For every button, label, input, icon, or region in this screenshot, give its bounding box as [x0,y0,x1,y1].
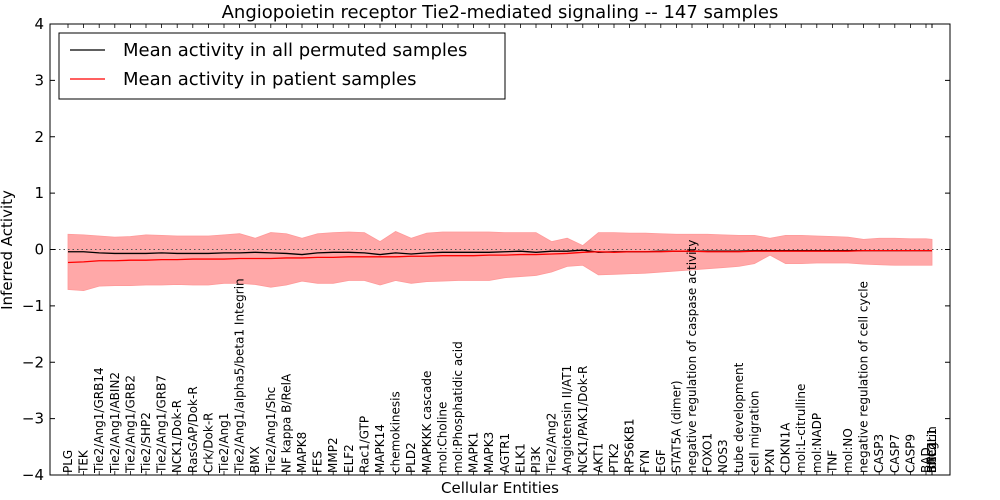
category-label: BAD [919,447,933,473]
category-label: MAPK8 [295,432,309,473]
category-label: MAPK14 [373,424,387,473]
legend-box [58,32,506,100]
category-label: SHC1 [925,440,939,473]
chart-title: Angiopoietin receptor Tie2-mediated sign… [222,2,779,23]
category-label: MAPKKK cascade [420,371,434,473]
category-label: NCK1/PAK1/Dok-R [576,366,590,473]
category-label: PXN [763,449,777,473]
category-label: AGTR1 [498,433,512,473]
legend-label-patient: Mean activity in patient samples [123,69,417,90]
category-label: BCL2L1 [925,428,939,473]
category-label: cell migration [747,391,761,473]
line-patient-mean [67,249,932,264]
category-label: EGF [654,449,668,473]
y-tick-label: −1 [22,297,44,315]
y-tick-label: 1 [34,184,44,202]
category-label: RPS6KB1 [623,418,637,473]
category-label: MAPK1 [467,432,481,473]
axis-ticks [50,23,950,476]
category-label: negative regulation of caspase activity [685,240,699,473]
category-label: MMP2 [326,437,340,473]
category-label: tube development [732,362,746,473]
y-axis-label: Inferred Activity [0,190,16,310]
patient-range-band [67,231,933,292]
y-tick-label: 0 [34,241,44,259]
category-label: NOS3 [716,439,730,473]
category-label: CASP3 [872,434,886,473]
y-tick-label: −2 [22,353,44,371]
category-label: Tie2/Ang1 [217,413,231,474]
category-label: RasGAP/Dok-R [186,386,200,473]
category-label: TNF [825,450,839,474]
category-label: mol:L-citrulline [794,384,808,473]
category-label: BMX [248,446,262,473]
category-label: FES [311,451,325,473]
y-tick-labels: 4 3 2 1 0 −1 −2 −3 −4 [22,15,44,484]
category-label: mol:Phosphatidic acid [451,341,465,473]
y-tick-label: 4 [34,15,44,33]
y-tick-label: 2 [34,128,44,146]
category-label: Tie2/Ang1/GRB14 [92,367,106,474]
y-tick-label: −3 [22,410,44,428]
category-label: PLG [61,450,75,473]
category-label: mol:NO [841,428,855,473]
category-label: CASP9 [903,434,917,473]
category-label: Tie2/SHP2 [139,412,153,474]
category-label: ELF2 [342,444,356,473]
category-label: NF kappa B/RelA [279,373,293,473]
series-lines [67,249,932,264]
category-labels: PLG TEK Tie2/Ang1/GRB14 Tie2/Ang1/ABIN2 Tie2… [61,240,939,474]
category-label: Tie2/Ang2 [545,413,559,474]
y-tick-label: −4 [22,466,44,484]
category-label: negative regulation of cell cycle [857,281,871,473]
plot-frame [49,23,951,476]
category-label: Tie2/Ang1/alpha5/beta1 Integrin [233,278,247,474]
category-label: RAC1 [925,441,939,473]
category-label: Tie2/Ang1/GRB7 [155,375,169,474]
category-label: Integrin [925,426,939,473]
category-label: FOXO1 [701,433,715,473]
category-label: NCK1/Dok-R [170,400,184,473]
confidence-bands [67,231,933,292]
category-label: PTK2 [607,443,621,473]
category-label: AKT1 [591,443,605,473]
category-label: MAPK3 [482,432,496,473]
category-label: CASP7 [888,434,902,473]
legend: Mean activity in all permuted samples Me… [58,32,506,100]
category-label: Angiotensin II/AT1 [560,365,574,473]
category-label: mol:NADP [810,413,824,473]
category-label: CDKN1A [779,422,793,473]
legend-label-permuted: Mean activity in all permuted samples [123,40,467,61]
category-label: chemokinesis [389,391,403,473]
category-label: PLD2 [404,442,418,473]
category-label: PI3K [529,446,543,473]
category-label: TEK [77,449,91,474]
category-label: Tie2/Ang1/GRB2 [123,375,137,474]
y-tick-label: 3 [34,71,44,89]
category-label: Tie2/Ang1/Shc [264,387,278,474]
x-axis-label: Cellular Entities [441,479,559,497]
category-label: Rac1/GTP [357,416,371,473]
category-label: ELK1 [513,443,527,473]
category-label: Tie2/Ang1/ABIN2 [108,372,122,474]
category-label: Crk/Dok-R [201,412,215,473]
category-label: STAT5A (dimer) [669,380,683,473]
category-label: FYN [638,450,652,473]
category-label: mol:Choline [435,402,449,473]
